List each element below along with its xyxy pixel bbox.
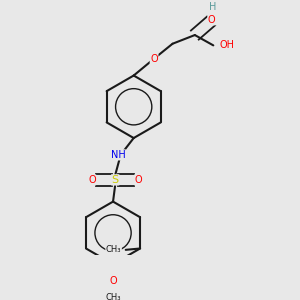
Text: H: H bbox=[209, 2, 216, 12]
Text: CH₃: CH₃ bbox=[106, 293, 121, 300]
Text: NH: NH bbox=[111, 150, 125, 160]
Text: O: O bbox=[88, 175, 96, 185]
Text: CH₃: CH₃ bbox=[106, 245, 122, 254]
Text: O: O bbox=[150, 54, 158, 64]
Text: S: S bbox=[112, 175, 119, 185]
Text: O: O bbox=[135, 175, 142, 185]
Text: O: O bbox=[110, 276, 117, 286]
Text: O: O bbox=[208, 15, 215, 25]
Text: OH: OH bbox=[219, 40, 234, 50]
